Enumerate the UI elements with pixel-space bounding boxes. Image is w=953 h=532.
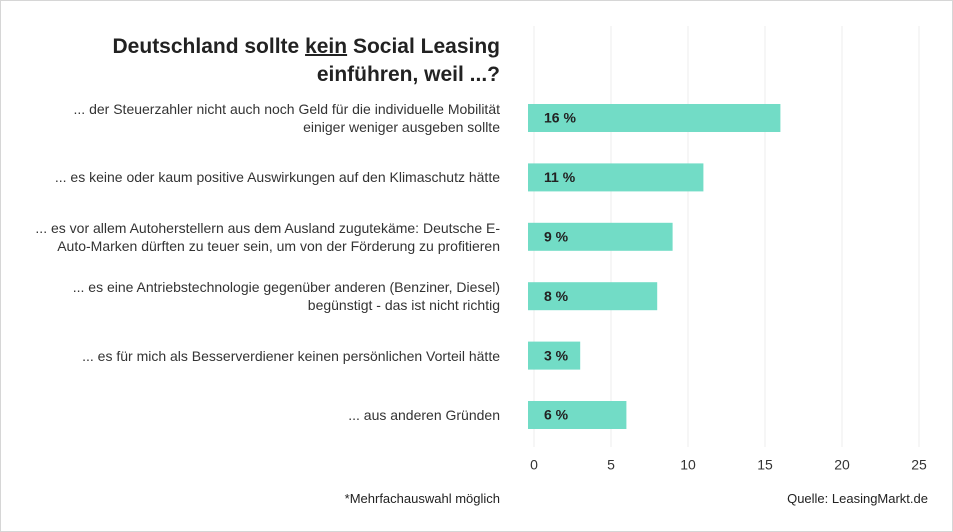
value-label: 9 % — [544, 229, 569, 245]
bar — [528, 401, 627, 429]
value-label: 16 % — [544, 110, 576, 126]
x-tick-label: 5 — [607, 457, 615, 473]
bar — [528, 341, 581, 370]
category-label: ... es keine oder kaum positive Auswirku… — [54, 169, 500, 186]
source: Quelle: LeasingMarkt.de — [787, 491, 928, 506]
x-tick-label: 10 — [680, 457, 696, 473]
value-label: 8 % — [544, 288, 569, 304]
chart-title: Deutschland sollte kein Social Leasing e… — [30, 33, 500, 89]
x-tick-label: 0 — [530, 457, 538, 473]
value-label: 3 % — [544, 347, 569, 363]
footnote: *Mehrfachauswahl möglich — [344, 491, 500, 506]
x-tick-label: 15 — [757, 457, 773, 473]
category-label: ... der Steuerzahler nicht auch noch Gel… — [73, 101, 500, 135]
x-tick-label: 20 — [834, 457, 850, 473]
category-label: ... aus anderen Gründen — [348, 407, 500, 423]
title-part: Social Leasing einführen, weil ...? — [316, 35, 500, 86]
bar — [528, 163, 704, 192]
x-tick-label: 25 — [911, 457, 927, 473]
title-part: Deutschland sollte — [112, 35, 300, 58]
bar — [528, 282, 658, 311]
value-label: 11 % — [544, 169, 576, 185]
title-emphasis: kein — [305, 35, 348, 58]
bar — [528, 222, 673, 251]
category-label: ... es für mich als Besserverdiener kein… — [82, 347, 500, 364]
value-label: 6 % — [544, 407, 569, 423]
category-label: ... es eine Antriebstechnologie gegenübe… — [72, 279, 500, 314]
category-label: ... es vor allem Autoherstellern aus dem… — [35, 219, 500, 254]
bar — [528, 104, 781, 132]
